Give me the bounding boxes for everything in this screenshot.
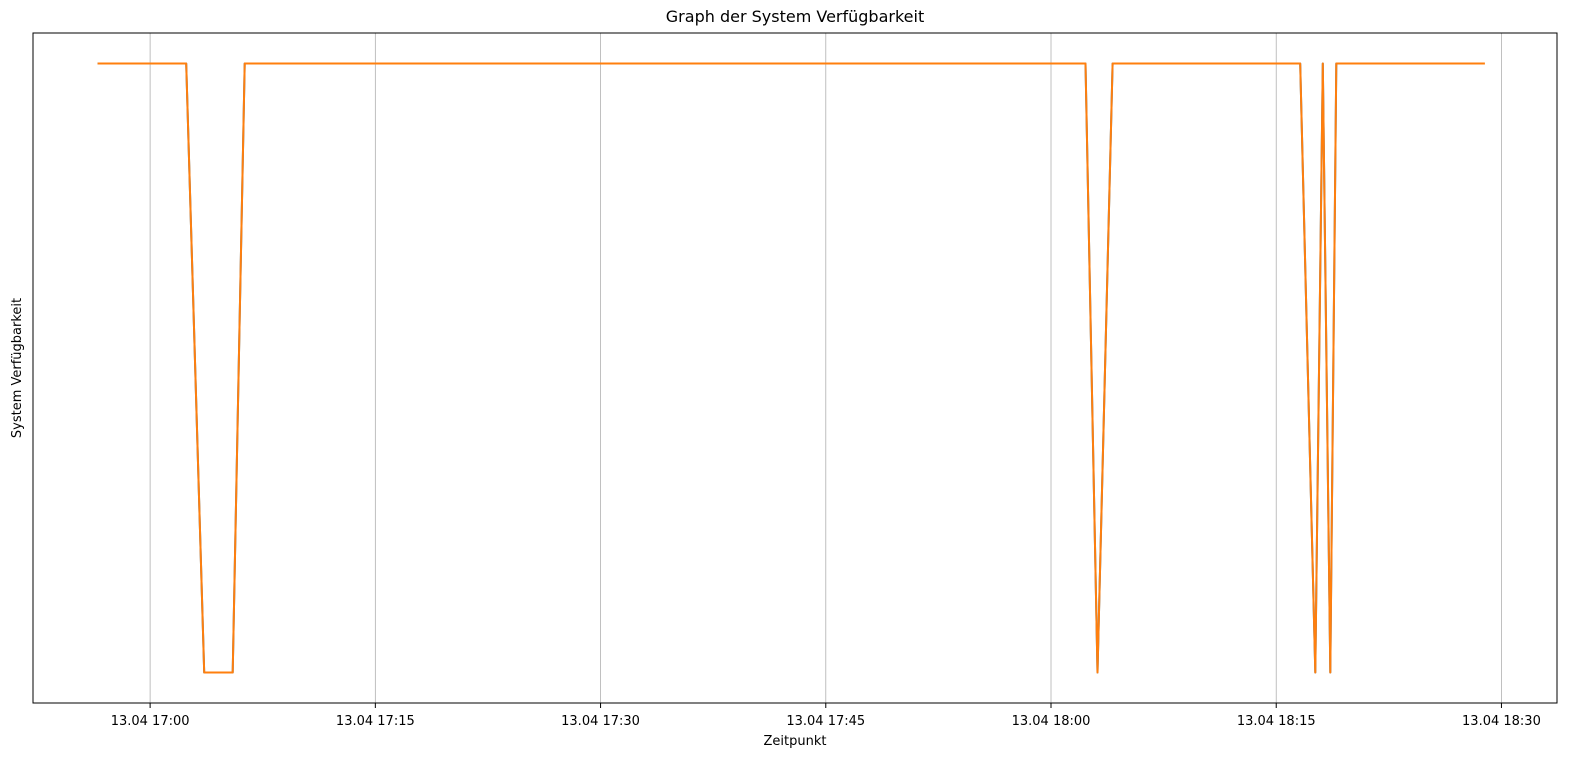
x-tick-label: 13.04 17:45 — [786, 714, 865, 729]
plot-area-frame — [32, 32, 1558, 704]
x-tick-label: 13.04 18:00 — [1012, 714, 1091, 729]
x-tick-label: 13.04 17:00 — [111, 714, 190, 729]
x-tick-label: 13.04 18:15 — [1237, 714, 1316, 729]
series-layer — [97, 62, 1485, 674]
x-tick-label: 13.04 18:30 — [1462, 714, 1541, 729]
series-line-2 — [97, 62, 1485, 674]
y-axis-label: System Verfügbarkeit — [10, 298, 25, 438]
x-axis-label: Zeitpunkt — [764, 734, 827, 749]
x-tick-label: 13.04 17:15 — [336, 714, 415, 729]
x-tick-label: 13.04 17:30 — [561, 714, 640, 729]
grid — [149, 33, 1502, 703]
chart-title: Graph der System Verfügbarkeit — [666, 7, 924, 26]
x-axis-ticks: 13.04 17:00 13.04 17:15 13.04 17:30 13.04 1… — [111, 703, 1541, 729]
series-line-1 — [97, 62, 1455, 674]
